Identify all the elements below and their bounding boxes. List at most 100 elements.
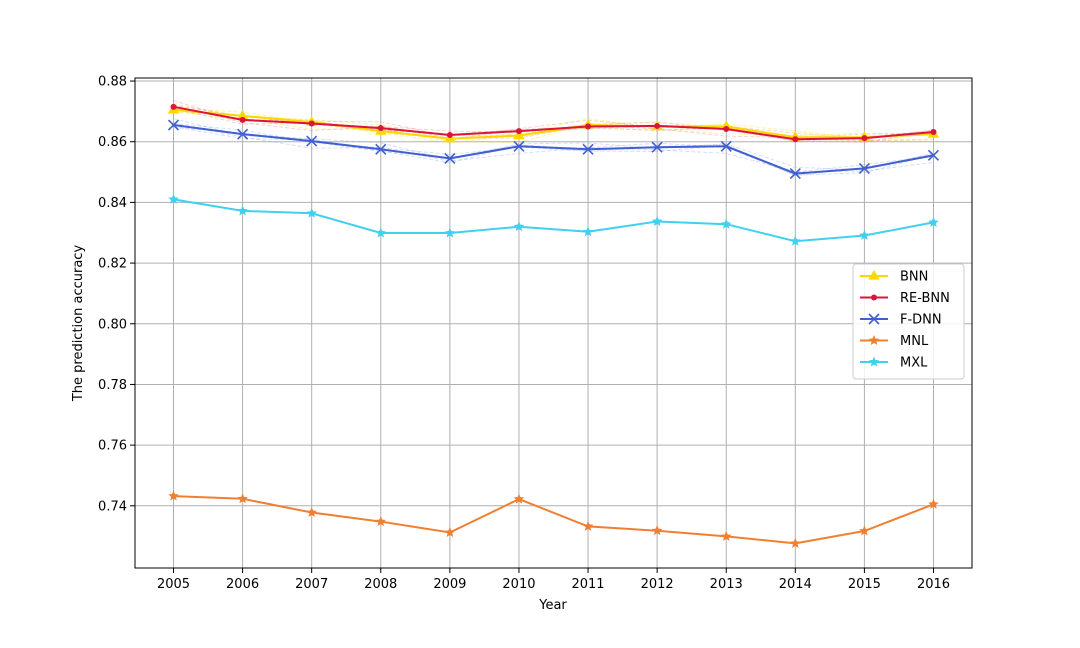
data-point-mnl <box>375 516 386 527</box>
legend-item-f-dnn: F-DNN <box>860 313 942 328</box>
data-point-re-bnn <box>930 129 937 136</box>
y-axis-label: The prediction accuracy <box>71 245 86 403</box>
legend-marker <box>868 356 880 367</box>
legend-item-mxl: MXL <box>860 356 928 371</box>
legend-label: RE-BNN <box>900 291 950 306</box>
y-tick-label: 0.88 <box>98 75 127 90</box>
x-axis-label: Year <box>538 598 567 613</box>
x-tick-label: 2014 <box>779 577 812 592</box>
data-point-f-dnn <box>582 143 594 155</box>
series-line-mnl <box>173 495 934 545</box>
x-tick-label: 2006 <box>226 577 259 592</box>
run-trace-bnn <box>173 103 934 141</box>
data-point-re-bnn <box>792 136 799 143</box>
data-point-f-dnn <box>858 162 870 174</box>
legend-item-mnl: MNL <box>860 334 929 349</box>
y-tick-label: 0.76 <box>98 439 127 454</box>
x-tick-label: 2013 <box>710 577 743 592</box>
y-tick-label: 0.86 <box>98 135 127 150</box>
data-point-mxl <box>168 193 179 204</box>
legend: BNN RE-BNN F-DNN MNL MXL <box>852 263 965 380</box>
data-point-mnl <box>928 498 939 509</box>
data-point-mnl <box>444 527 456 537</box>
grid <box>135 78 972 568</box>
data-point-f-dnn <box>927 149 940 161</box>
plot-frame <box>134 77 973 569</box>
y-tick-label: 0.84 <box>98 196 127 211</box>
x-tick-label: 2008 <box>364 577 397 592</box>
x-tick-label: 2010 <box>502 577 535 592</box>
data-point-f-dnn <box>306 135 318 147</box>
legend-label: F-DNN <box>900 313 942 328</box>
data-point-mxl <box>444 227 456 238</box>
data-point-re-bnn <box>239 116 246 123</box>
data-point-re-bnn <box>861 135 868 142</box>
y-tick-label: 0.80 <box>98 317 127 332</box>
data-point-mnl <box>513 493 525 504</box>
x-tick-label: 2016 <box>917 577 950 592</box>
data-point-f-dnn <box>651 141 663 153</box>
data-point-mxl <box>375 227 386 238</box>
y-tick-label: 0.82 <box>98 257 127 272</box>
series-line-bnn <box>173 108 934 140</box>
series-f-dnn <box>167 119 940 180</box>
data-point-re-bnn <box>585 123 592 130</box>
legend-box <box>852 263 965 380</box>
legend-marker <box>871 294 877 301</box>
data-point-re-bnn <box>308 120 315 127</box>
legend-item-re-bnn: RE-BNN <box>860 291 950 306</box>
x-tick-label: 2009 <box>433 577 466 592</box>
data-point-re-bnn <box>654 122 661 129</box>
x-tick-label: 2011 <box>571 577 604 592</box>
data-point-bnn <box>720 120 732 131</box>
x-tick-label: 2007 <box>295 577 328 592</box>
y-tick-label: 0.78 <box>98 378 127 393</box>
data-point-mxl <box>721 218 732 229</box>
data-point-bnn <box>236 109 249 120</box>
data-point-mxl <box>306 207 317 218</box>
data-point-mnl <box>168 490 179 501</box>
data-point-f-dnn <box>375 143 387 155</box>
series-mxl <box>168 193 939 246</box>
series-line-mxl <box>173 198 934 243</box>
legend-label: MNL <box>900 334 929 349</box>
data-point-mxl <box>237 205 248 216</box>
data-point-mxl <box>859 229 870 240</box>
y-tick-label: 0.74 <box>98 499 127 514</box>
legend-marker <box>868 313 880 325</box>
data-point-f-dnn <box>789 168 801 180</box>
x-tick-label: 2012 <box>641 577 674 592</box>
data-point-f-dnn <box>237 128 249 140</box>
series-re-bnn <box>170 103 937 143</box>
x-axis-ticks: 2005 2006 2007 2008 2009 2010 2011 2012 2013 2014… <box>157 568 950 592</box>
legend-item-bnn: BNN <box>860 270 928 285</box>
data-point-re-bnn <box>446 132 453 139</box>
run-trace-f-dnn <box>173 122 934 173</box>
x-tick-label: 2005 <box>157 577 190 592</box>
data-point-mxl <box>790 235 801 246</box>
run-trace-f-dnn <box>173 118 934 171</box>
data-point-mxl <box>928 216 939 227</box>
data-point-f-dnn <box>444 152 456 164</box>
data-point-mxl <box>651 216 663 226</box>
data-point-re-bnn <box>723 125 730 132</box>
data-point-mnl <box>582 520 594 531</box>
data-point-mnl <box>651 525 663 536</box>
series-line-re-bnn <box>173 105 934 141</box>
data-point-mnl <box>859 525 870 536</box>
series-lines <box>167 103 940 548</box>
data-point-mnl <box>237 493 248 504</box>
data-point-re-bnn <box>170 103 177 110</box>
series-mnl <box>168 490 939 548</box>
data-point-bnn <box>513 129 525 140</box>
data-point-re-bnn <box>515 128 522 135</box>
data-point-f-dnn <box>513 140 525 152</box>
legend-label: MXL <box>900 356 928 371</box>
data-point-f-dnn <box>167 119 180 131</box>
y-axis-ticks: 0.74 0.76 0.78 0.80 0.82 0.84 0.86 0.88 <box>98 75 135 514</box>
x-tick-label: 2015 <box>848 577 881 592</box>
data-point-mnl <box>790 537 801 548</box>
data-point-mxl <box>513 221 525 232</box>
legend-label: BNN <box>900 270 928 285</box>
